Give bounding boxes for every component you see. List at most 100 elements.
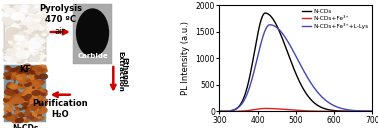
Ellipse shape xyxy=(6,94,15,99)
Ellipse shape xyxy=(37,19,41,23)
Ellipse shape xyxy=(22,65,30,71)
Ellipse shape xyxy=(26,84,31,87)
Ellipse shape xyxy=(20,39,28,44)
Ellipse shape xyxy=(17,112,19,114)
Ellipse shape xyxy=(3,72,12,77)
Ellipse shape xyxy=(35,70,44,76)
Ellipse shape xyxy=(16,74,26,81)
Ellipse shape xyxy=(32,80,43,87)
Ellipse shape xyxy=(24,118,31,123)
Text: Carbide: Carbide xyxy=(77,53,108,59)
Ellipse shape xyxy=(10,71,22,78)
Ellipse shape xyxy=(76,8,109,57)
Ellipse shape xyxy=(15,50,30,59)
Ellipse shape xyxy=(25,67,33,70)
Ellipse shape xyxy=(27,78,34,82)
Ellipse shape xyxy=(10,12,25,21)
Ellipse shape xyxy=(22,9,28,13)
Ellipse shape xyxy=(9,86,17,89)
Ellipse shape xyxy=(22,63,31,69)
Ellipse shape xyxy=(30,98,36,101)
Ellipse shape xyxy=(42,33,46,36)
Ellipse shape xyxy=(15,17,22,24)
Line: N-CDs: N-CDs xyxy=(219,13,372,111)
Ellipse shape xyxy=(26,91,34,96)
Ellipse shape xyxy=(7,112,12,117)
Text: Extraction: Extraction xyxy=(118,51,124,92)
N-CDs xyxy=(279,35,284,37)
Ellipse shape xyxy=(15,120,17,121)
N-CDs+Fe³⁺ xyxy=(263,108,268,109)
Ellipse shape xyxy=(34,85,37,87)
Ellipse shape xyxy=(17,76,29,84)
Ellipse shape xyxy=(16,83,28,89)
Ellipse shape xyxy=(39,97,43,100)
Ellipse shape xyxy=(20,70,24,71)
Ellipse shape xyxy=(20,4,28,9)
Ellipse shape xyxy=(12,56,17,58)
Ellipse shape xyxy=(31,95,39,100)
N-CDs xyxy=(370,111,375,112)
Ellipse shape xyxy=(33,75,39,79)
Ellipse shape xyxy=(14,5,26,11)
Ellipse shape xyxy=(33,92,37,95)
Ellipse shape xyxy=(26,79,36,86)
N-CDs xyxy=(285,50,289,51)
Ellipse shape xyxy=(25,42,29,44)
Ellipse shape xyxy=(19,6,24,8)
Ellipse shape xyxy=(27,80,36,83)
Ellipse shape xyxy=(29,74,36,78)
Ellipse shape xyxy=(12,97,15,99)
Ellipse shape xyxy=(31,43,43,50)
Ellipse shape xyxy=(2,47,15,55)
Ellipse shape xyxy=(17,68,21,71)
Ellipse shape xyxy=(28,42,42,49)
Ellipse shape xyxy=(37,95,44,100)
Ellipse shape xyxy=(11,92,16,98)
Ellipse shape xyxy=(28,54,40,62)
N-CDs+Fe³⁺ xyxy=(279,108,284,110)
Text: Pyrolysis: Pyrolysis xyxy=(39,4,82,13)
Ellipse shape xyxy=(14,56,25,64)
Ellipse shape xyxy=(23,26,34,33)
Ellipse shape xyxy=(13,93,22,98)
Ellipse shape xyxy=(23,35,29,39)
FancyBboxPatch shape xyxy=(73,4,112,64)
Ellipse shape xyxy=(9,84,13,88)
N-CDs+Fe³⁺+L-Lys xyxy=(268,24,272,26)
Ellipse shape xyxy=(37,25,42,28)
Ellipse shape xyxy=(14,5,24,11)
Ellipse shape xyxy=(21,5,30,9)
Ellipse shape xyxy=(8,106,12,111)
Ellipse shape xyxy=(25,4,35,10)
Ellipse shape xyxy=(23,71,25,72)
Ellipse shape xyxy=(13,101,17,103)
Ellipse shape xyxy=(37,114,45,119)
Ellipse shape xyxy=(15,101,18,103)
Ellipse shape xyxy=(20,38,28,45)
Ellipse shape xyxy=(38,68,48,73)
Ellipse shape xyxy=(5,98,10,102)
Ellipse shape xyxy=(7,27,13,31)
Ellipse shape xyxy=(33,9,43,17)
Ellipse shape xyxy=(19,43,26,47)
Legend: N-CDs, N-CDs+Fe³⁺, N-CDs+Fe³⁺+L-Lys: N-CDs, N-CDs+Fe³⁺, N-CDs+Fe³⁺+L-Lys xyxy=(301,8,369,30)
Ellipse shape xyxy=(11,92,22,98)
Ellipse shape xyxy=(27,101,30,103)
Ellipse shape xyxy=(23,5,31,10)
Ellipse shape xyxy=(35,75,40,79)
Ellipse shape xyxy=(20,18,25,21)
Ellipse shape xyxy=(28,113,32,116)
Ellipse shape xyxy=(15,66,22,71)
Ellipse shape xyxy=(18,57,25,61)
Ellipse shape xyxy=(11,97,25,104)
Ellipse shape xyxy=(22,51,29,54)
Ellipse shape xyxy=(27,16,31,19)
Ellipse shape xyxy=(10,77,13,80)
Ellipse shape xyxy=(26,79,31,82)
N-CDs+Fe³⁺ xyxy=(339,111,344,112)
Ellipse shape xyxy=(38,25,43,29)
Ellipse shape xyxy=(9,39,20,46)
Ellipse shape xyxy=(3,97,12,102)
Ellipse shape xyxy=(26,49,34,53)
